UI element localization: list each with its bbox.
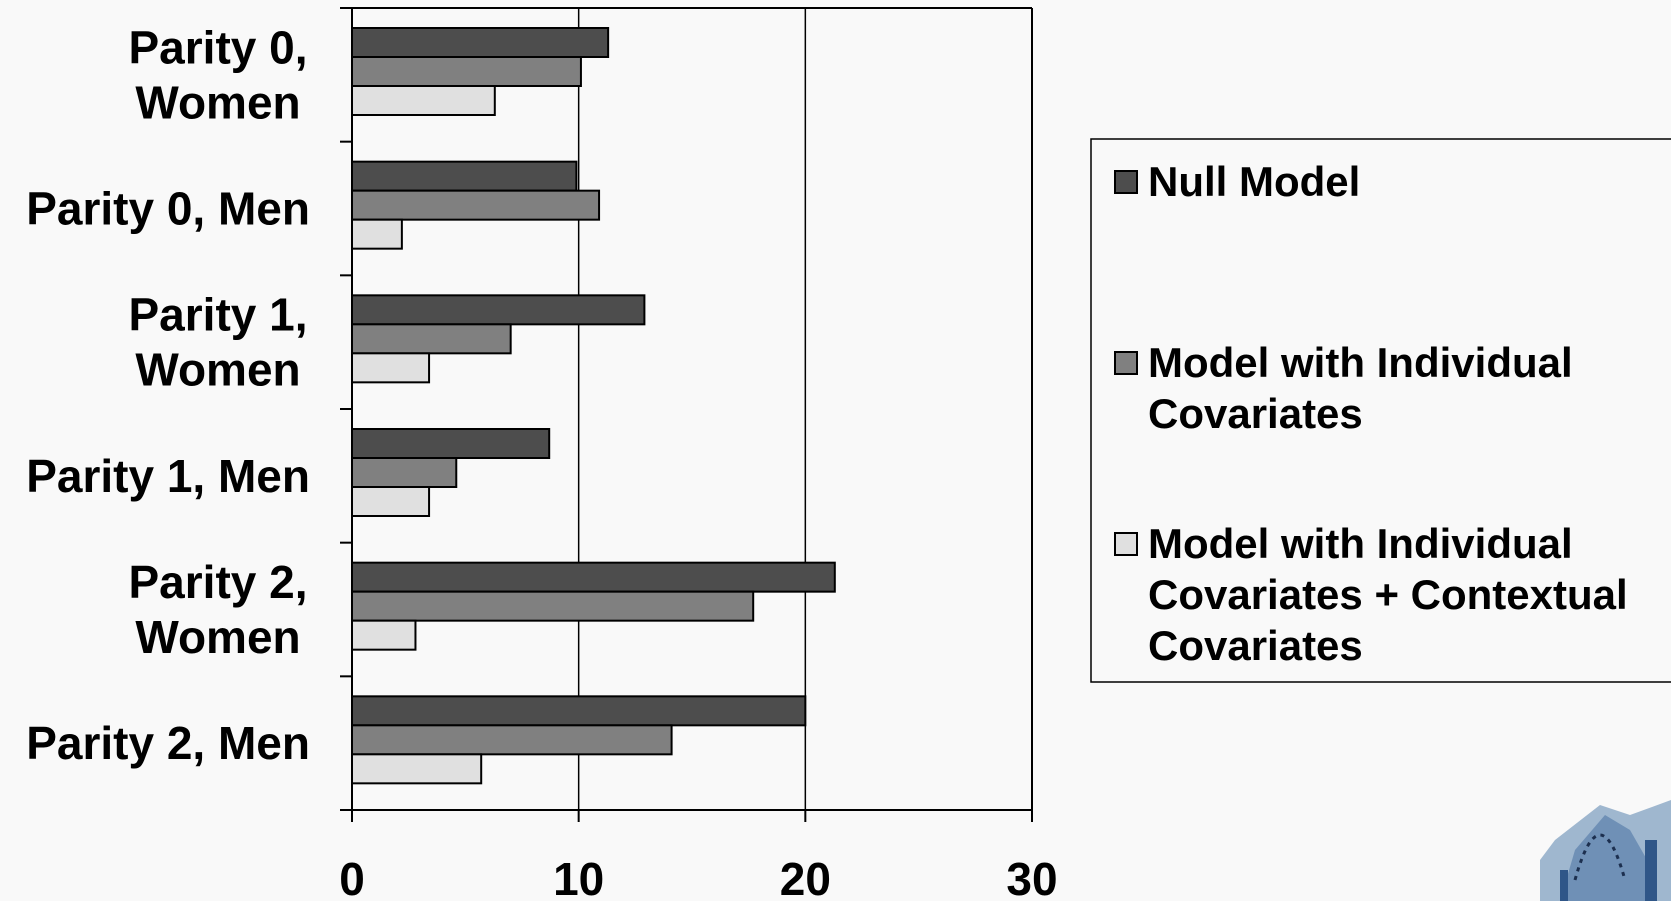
legend-label: Null Model	[1148, 158, 1360, 205]
category-label-line: Parity 1,	[129, 289, 308, 341]
category-label-line: Parity 2,	[129, 556, 308, 608]
legend-label-line: Covariates	[1148, 390, 1363, 437]
category-label-line: Parity 0, Men	[26, 183, 310, 235]
x-tick-label: 30	[1006, 853, 1057, 901]
bar	[351, 189, 601, 221]
legend-label-line: Model with Individual	[1148, 339, 1573, 386]
bar	[351, 27, 610, 58]
legend-swatch	[1114, 351, 1138, 375]
category-label-line: Parity 0,	[129, 21, 308, 73]
bar	[351, 724, 673, 756]
category-label-line: Women	[135, 611, 300, 663]
bar	[351, 561, 836, 593]
legend-label-line: Null Model	[1148, 158, 1360, 205]
bar	[351, 753, 483, 785]
category-label: Parity 1, Women	[129, 289, 308, 396]
bar	[351, 428, 551, 459]
legend-swatch	[1114, 170, 1138, 194]
legend-swatch	[1114, 532, 1138, 556]
bar	[351, 160, 578, 192]
building-dome-logo	[1540, 800, 1671, 901]
category-label: Parity 0, Men	[26, 183, 310, 235]
bar	[351, 218, 403, 250]
category-label-line: Women	[135, 344, 300, 396]
legend-label-line: Covariates	[1148, 622, 1363, 669]
category-label-line: Women	[135, 76, 300, 128]
plot-background	[352, 8, 1032, 810]
bar	[351, 323, 512, 355]
x-tick-label: 0	[339, 853, 365, 901]
bar	[351, 590, 755, 622]
category-label: Parity 0, Women	[129, 21, 308, 128]
bar	[351, 352, 431, 384]
legend-label: Model with Individual Covariates	[1148, 339, 1573, 437]
bar	[351, 56, 582, 87]
category-label-line: Parity 1, Men	[26, 450, 310, 502]
category-label-line: Parity 2, Men	[26, 717, 310, 769]
bar	[351, 486, 431, 517]
legend-label: Model with Individual Covariates + Contex…	[1148, 520, 1628, 669]
legend-box	[1090, 138, 1671, 683]
bar	[351, 619, 417, 651]
bar	[351, 294, 646, 326]
legend-label-line: Covariates + Contextual	[1148, 571, 1628, 618]
x-tick-label: 20	[780, 853, 831, 901]
bar	[351, 695, 807, 727]
category-label: Parity 2, Men	[26, 717, 310, 769]
legend-label-line: Model with Individual	[1148, 520, 1573, 567]
category-label: Parity 1, Men	[26, 450, 310, 502]
bar	[351, 457, 458, 488]
x-tick-label: 10	[553, 853, 604, 901]
category-label: Parity 2, Women	[129, 556, 308, 663]
bar	[351, 85, 496, 116]
